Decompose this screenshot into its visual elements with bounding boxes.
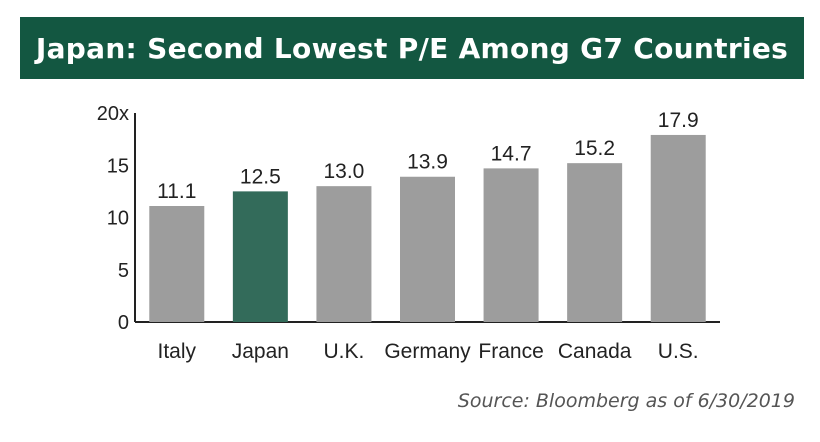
bar-value-label: 13.9 xyxy=(407,151,448,174)
y-tick-label: 0 xyxy=(118,312,129,334)
bar-france xyxy=(483,168,539,322)
x-category-label: U.S. xyxy=(658,340,699,363)
bar-canada xyxy=(567,163,623,322)
bar-uk xyxy=(316,186,372,322)
bar-us xyxy=(650,134,706,322)
chart-title-banner: Japan: Second Lowest P/E Among G7 Countr… xyxy=(20,17,804,79)
bar-italy xyxy=(149,206,205,322)
source-note: Source: Bloomberg as of 6/30/2019 xyxy=(457,390,795,412)
bar-germany xyxy=(400,176,455,322)
x-category-label: Canada xyxy=(558,340,632,363)
bar-value-label: 11.1 xyxy=(157,180,196,203)
x-category-label: Germany xyxy=(384,340,471,363)
chart-title: Japan: Second Lowest P/E Among G7 Countr… xyxy=(35,31,789,65)
x-category-label: U.K. xyxy=(324,340,365,363)
bar-value-label: 15.2 xyxy=(574,137,615,160)
bar-value-label: 12.5 xyxy=(240,165,281,188)
bar-value-label: 13.0 xyxy=(323,160,364,183)
y-tick-label: 10 xyxy=(107,208,129,230)
bar-value-label: 14.7 xyxy=(491,142,532,165)
bar-value-label: 17.9 xyxy=(658,109,699,132)
y-tick-label: 15 xyxy=(107,155,129,177)
x-category-label: Italy xyxy=(158,340,197,363)
x-category-label: Japan xyxy=(232,340,289,363)
x-category-label: France xyxy=(478,340,543,363)
bar-japan xyxy=(232,191,288,322)
y-tick-label: 20x xyxy=(97,103,129,125)
y-tick-label: 5 xyxy=(118,260,129,282)
